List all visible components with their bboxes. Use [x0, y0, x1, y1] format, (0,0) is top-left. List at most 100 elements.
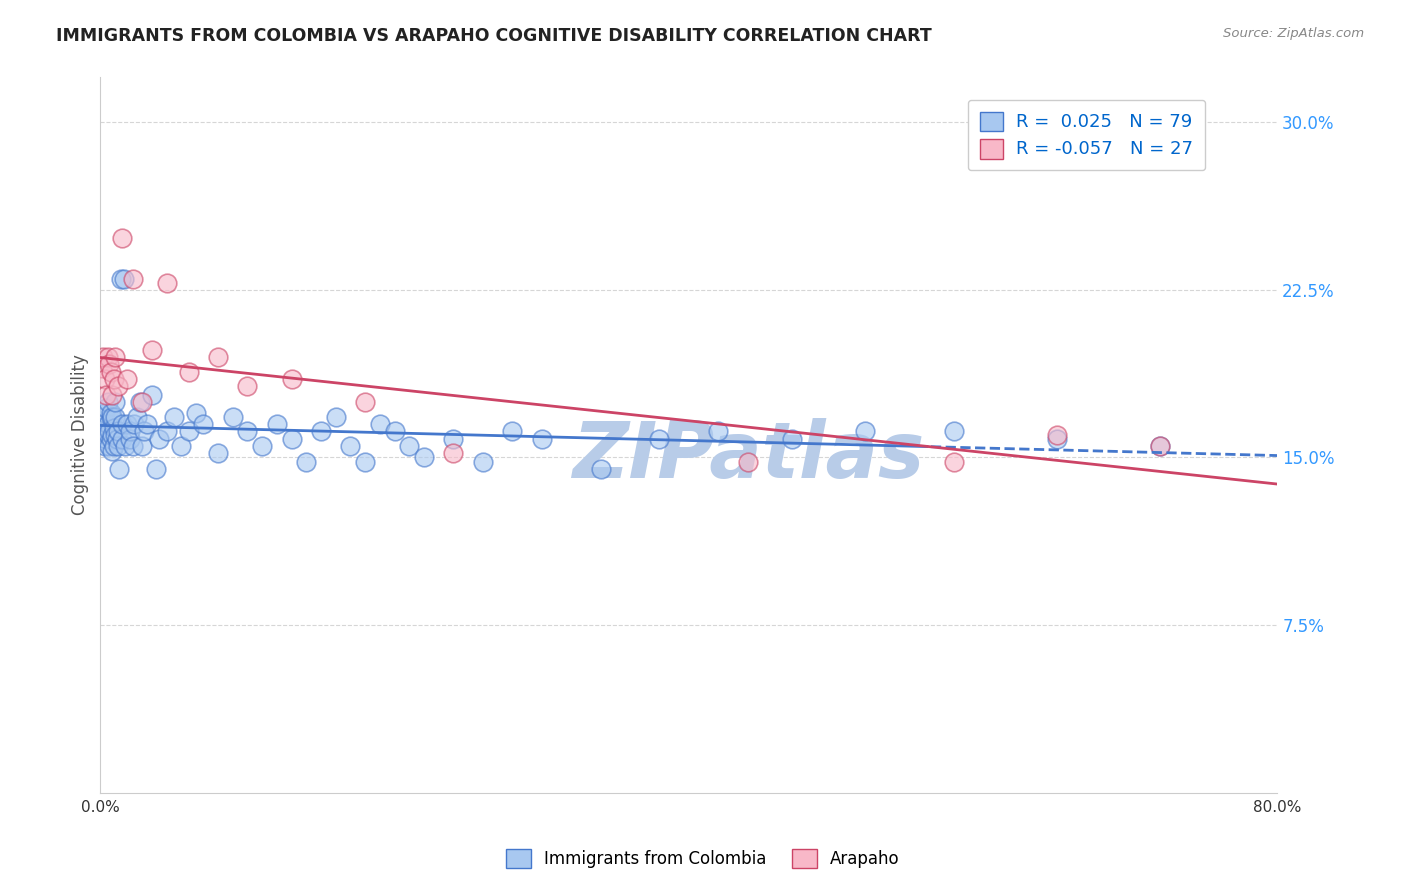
Point [236, 379, 259, 393]
Point [114, 439, 136, 453]
Point [91, 417, 114, 431]
Legend: Immigrants from Colombia, Arapaho: Immigrants from Colombia, Arapaho [499, 842, 907, 875]
Point [236, 424, 259, 438]
Point [101, 388, 124, 402]
Point [398, 439, 420, 453]
Point [134, 424, 156, 438]
Point [207, 350, 229, 364]
Point [131, 439, 153, 453]
Point [441, 446, 464, 460]
Point [100, 366, 122, 380]
Point [100, 410, 122, 425]
Point [101, 410, 124, 425]
Point [100, 433, 122, 447]
Point [155, 424, 177, 438]
Point [707, 424, 730, 438]
Point [193, 417, 215, 431]
Point [280, 433, 302, 447]
Point [104, 428, 127, 442]
Point [98, 439, 121, 453]
Point [105, 433, 128, 447]
Point [110, 271, 132, 285]
Point [170, 439, 193, 453]
Point [853, 424, 876, 438]
Point [101, 443, 124, 458]
Point [107, 439, 129, 453]
Point [98, 357, 121, 371]
Point [177, 366, 200, 380]
Point [250, 439, 273, 453]
Point [97, 428, 120, 442]
Point [121, 439, 143, 453]
Point [107, 424, 129, 438]
Point [111, 433, 134, 447]
Point [177, 424, 200, 438]
Point [145, 461, 167, 475]
Point [97, 350, 120, 364]
Point [115, 372, 138, 386]
Point [136, 417, 159, 431]
Point [148, 433, 170, 447]
Point [104, 394, 127, 409]
Point [207, 446, 229, 460]
Point [108, 461, 131, 475]
Point [339, 439, 361, 453]
Point [112, 271, 135, 285]
Point [90, 361, 112, 376]
Point [100, 406, 122, 420]
Text: IMMIGRANTS FROM COLOMBIA VS ARAPAHO COGNITIVE DISABILITY CORRELATION CHART: IMMIGRANTS FROM COLOMBIA VS ARAPAHO COGN… [56, 27, 932, 45]
Point [104, 350, 127, 364]
Point [309, 424, 332, 438]
Point [94, 406, 117, 420]
Point [103, 372, 125, 386]
Point [384, 424, 406, 438]
Point [111, 417, 134, 431]
Point [131, 394, 153, 409]
Point [942, 455, 965, 469]
Point [96, 401, 118, 416]
Point [1149, 439, 1171, 453]
Point [96, 433, 118, 447]
Point [122, 417, 145, 431]
Point [96, 388, 118, 402]
Point [368, 417, 391, 431]
Point [94, 372, 117, 386]
Point [101, 428, 124, 442]
Point [103, 421, 125, 435]
Point [121, 271, 143, 285]
Point [115, 417, 138, 431]
Point [90, 421, 112, 435]
Point [91, 350, 114, 364]
Point [325, 410, 347, 425]
Text: Source: ZipAtlas.com: Source: ZipAtlas.com [1223, 27, 1364, 40]
Point [780, 433, 803, 447]
Point [471, 455, 494, 469]
Point [1045, 433, 1067, 447]
Point [441, 433, 464, 447]
Point [96, 424, 118, 438]
Point [155, 276, 177, 290]
Point [163, 410, 186, 425]
Point [91, 410, 114, 425]
Point [413, 450, 436, 465]
Point [129, 394, 152, 409]
Legend: R =  0.025   N = 79, R = -0.057   N = 27: R = 0.025 N = 79, R = -0.057 N = 27 [967, 100, 1205, 170]
Point [648, 433, 671, 447]
Point [141, 343, 163, 357]
Point [107, 379, 129, 393]
Point [737, 455, 759, 469]
Point [97, 417, 120, 431]
Point [222, 410, 245, 425]
Point [266, 417, 288, 431]
Point [501, 424, 523, 438]
Text: ZIPatlas: ZIPatlas [571, 418, 924, 494]
Point [942, 424, 965, 438]
Point [118, 433, 141, 447]
Point [530, 433, 553, 447]
Point [127, 410, 149, 425]
Point [280, 372, 302, 386]
Point [184, 406, 207, 420]
Point [1149, 439, 1171, 453]
Point [354, 394, 377, 409]
Point [103, 439, 125, 453]
